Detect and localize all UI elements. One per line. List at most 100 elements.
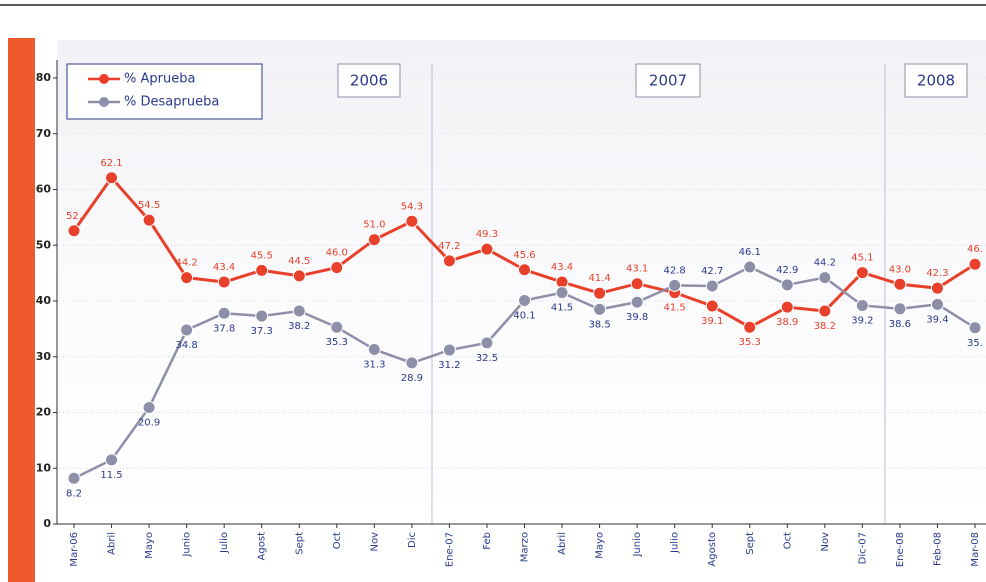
point xyxy=(292,304,306,318)
x-tick-label: Ene-07 xyxy=(444,532,455,567)
value-label: 42.8 xyxy=(664,265,686,276)
point xyxy=(593,286,607,300)
x-tick-label: Oct xyxy=(782,532,793,549)
value-label: 34.8 xyxy=(175,340,197,351)
point xyxy=(67,224,81,238)
point xyxy=(67,471,81,485)
value-label: 11.5 xyxy=(100,470,122,481)
point xyxy=(255,263,269,277)
value-label: 47.2 xyxy=(438,241,460,252)
y-tick-label: 20 xyxy=(36,406,52,419)
x-tick-label: Agosto xyxy=(707,532,718,567)
point xyxy=(780,300,794,314)
y-tick-label: 30 xyxy=(36,350,52,363)
value-label: 49.3 xyxy=(476,229,498,240)
point xyxy=(780,278,794,292)
y-tick-label: 60 xyxy=(36,183,52,196)
point xyxy=(743,320,757,334)
value-label: 39.2 xyxy=(851,315,873,326)
y-tick-label: 80 xyxy=(36,71,52,84)
point xyxy=(180,323,194,337)
x-tick-label: Feb-08 xyxy=(932,532,943,566)
value-label: 31.2 xyxy=(438,360,460,371)
x-tick-label: Abril xyxy=(557,532,568,555)
point xyxy=(405,356,419,370)
value-label: 38.5 xyxy=(588,319,610,330)
value-label: 41.5 xyxy=(551,303,573,314)
value-label: 45.1 xyxy=(851,253,873,264)
point xyxy=(968,321,982,335)
value-label: 54.3 xyxy=(401,201,423,212)
point xyxy=(180,271,194,285)
value-label: 54.5 xyxy=(138,200,160,211)
x-tick-label: Dic xyxy=(407,532,418,548)
point xyxy=(930,281,944,295)
value-label: 41.4 xyxy=(588,273,610,284)
point xyxy=(855,266,869,280)
value-label: 37.3 xyxy=(251,326,273,337)
value-label: 38.2 xyxy=(288,321,310,332)
y-tick-label: 0 xyxy=(43,517,51,530)
value-label: 46. xyxy=(967,244,983,255)
point xyxy=(968,257,982,271)
point xyxy=(105,453,119,467)
point xyxy=(480,242,494,256)
legend-label: % Aprueba xyxy=(124,72,195,87)
x-tick-label: Mar-08 xyxy=(970,532,981,567)
x-tick-label: Feb xyxy=(482,532,493,550)
value-label: 39.4 xyxy=(926,314,948,325)
point xyxy=(442,254,456,268)
value-label: 62.1 xyxy=(100,158,122,169)
year-box xyxy=(635,63,701,98)
x-tick-label: Ene-08 xyxy=(895,532,906,567)
x-tick-label: Mayo xyxy=(595,532,606,559)
value-label: 43.0 xyxy=(889,264,911,275)
point xyxy=(217,306,231,320)
value-label: 43.4 xyxy=(213,262,235,273)
point xyxy=(668,278,682,292)
x-tick-label: Sept xyxy=(745,532,756,555)
value-label: 8.2 xyxy=(66,488,82,499)
value-label: 35.3 xyxy=(326,337,348,348)
value-label: 45.6 xyxy=(513,250,535,261)
x-tick-label: Mayo xyxy=(144,532,155,559)
value-label: 52. xyxy=(66,211,82,222)
x-tick-label: Abril xyxy=(107,532,118,555)
value-label: 20.9 xyxy=(138,417,160,428)
x-tick-label: Dic-07 xyxy=(857,532,868,564)
point xyxy=(292,269,306,283)
point xyxy=(330,320,344,334)
x-tick-label: Oct xyxy=(332,532,343,549)
value-label: 44.5 xyxy=(288,256,310,267)
value-label: 44.2 xyxy=(175,258,197,269)
point xyxy=(105,171,119,185)
point xyxy=(442,343,456,357)
value-label: 35. xyxy=(967,338,983,349)
point xyxy=(367,233,381,247)
legend-box xyxy=(66,63,263,120)
value-label: 28.9 xyxy=(401,373,423,384)
point xyxy=(217,275,231,289)
point xyxy=(255,309,269,323)
point xyxy=(330,261,344,275)
y-tick-label: 40 xyxy=(36,294,52,307)
value-label: 37.8 xyxy=(213,323,235,334)
point xyxy=(855,298,869,312)
point xyxy=(630,295,644,309)
point xyxy=(893,277,907,291)
point xyxy=(705,279,719,293)
year-label: 2007 xyxy=(649,72,687,90)
value-label: 31.3 xyxy=(363,360,385,371)
point xyxy=(818,304,832,318)
legend-label: % Desaprueba xyxy=(124,95,219,110)
value-label: 38.9 xyxy=(776,317,798,328)
value-label: 46.0 xyxy=(326,248,348,259)
year-box xyxy=(904,63,968,98)
point xyxy=(518,293,531,307)
point xyxy=(593,302,607,316)
value-label: 42.3 xyxy=(926,268,948,279)
value-label: 43.4 xyxy=(551,262,573,273)
x-tick-label: Marzo xyxy=(520,532,531,562)
value-label: 46.1 xyxy=(739,247,761,258)
value-label: 45.5 xyxy=(251,250,273,261)
